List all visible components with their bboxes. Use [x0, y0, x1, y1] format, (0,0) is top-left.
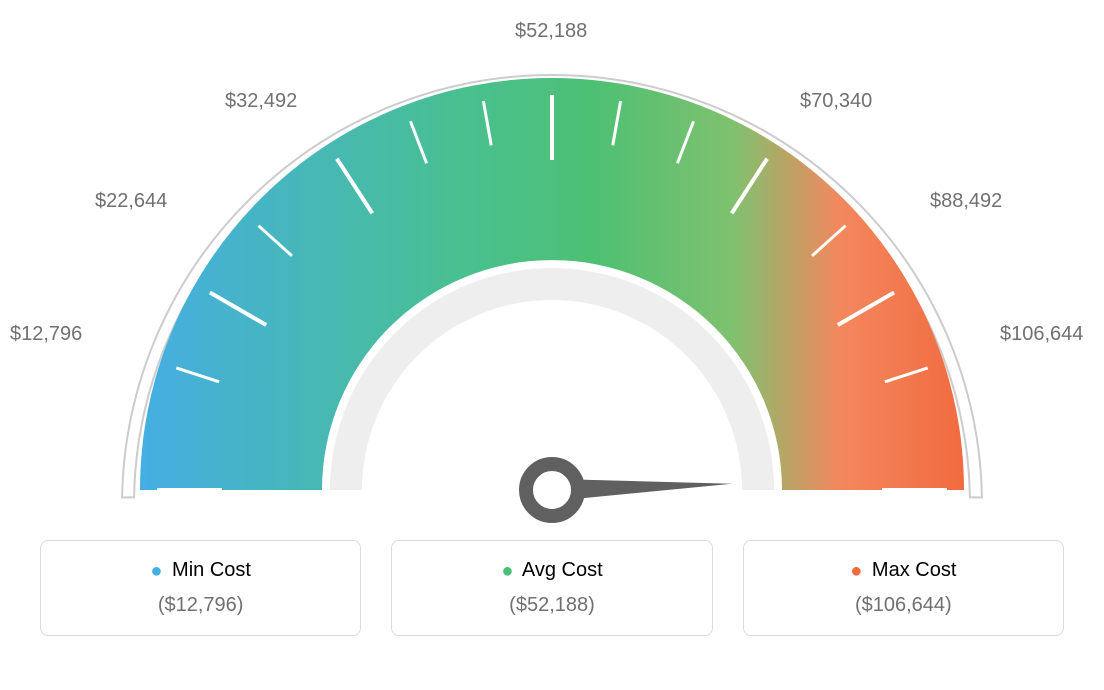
gauge-area: $12,796 $22,644 $32,492 $52,188 $70,340 $88,4…: [0, 0, 1104, 530]
max-cost-value: ($106,644): [754, 594, 1053, 617]
gauge-tick-label: $52,188: [515, 20, 587, 43]
min-cost-card: ● Min Cost ($12,796): [40, 540, 361, 636]
bullet-icon: ●: [850, 561, 862, 581]
min-cost-value: ($12,796): [51, 594, 350, 617]
min-cost-label: Min Cost: [172, 559, 251, 581]
bullet-icon: ●: [501, 561, 513, 581]
avg-cost-value: ($52,188): [402, 594, 701, 617]
avg-cost-card: ● Avg Cost ($52,188): [391, 540, 712, 636]
max-cost-label: Max Cost: [872, 559, 956, 581]
min-cost-title: ● Min Cost: [51, 559, 350, 582]
avg-cost-title: ● Avg Cost: [402, 559, 701, 582]
gauge-svg: [0, 0, 1104, 530]
gauge-tick-label: $70,340: [800, 90, 872, 113]
gauge-tick-label: $88,492: [930, 190, 1002, 213]
gauge-hub: [526, 464, 578, 516]
avg-cost-label: Avg Cost: [522, 559, 603, 581]
gauge-tick-label: $106,644: [1000, 323, 1083, 346]
summary-cards: ● Min Cost ($12,796) ● Avg Cost ($52,188…: [0, 540, 1104, 636]
max-cost-title: ● Max Cost: [754, 559, 1053, 582]
gauge-tick-label: $22,644: [95, 190, 167, 213]
max-cost-card: ● Max Cost ($106,644): [743, 540, 1064, 636]
gauge-tick-label: $12,796: [10, 323, 82, 346]
gauge-tick-label: $32,492: [225, 90, 297, 113]
cost-gauge-infographic: $12,796 $22,644 $32,492 $52,188 $70,340 $88,4…: [0, 0, 1104, 690]
bullet-icon: ●: [150, 561, 162, 581]
